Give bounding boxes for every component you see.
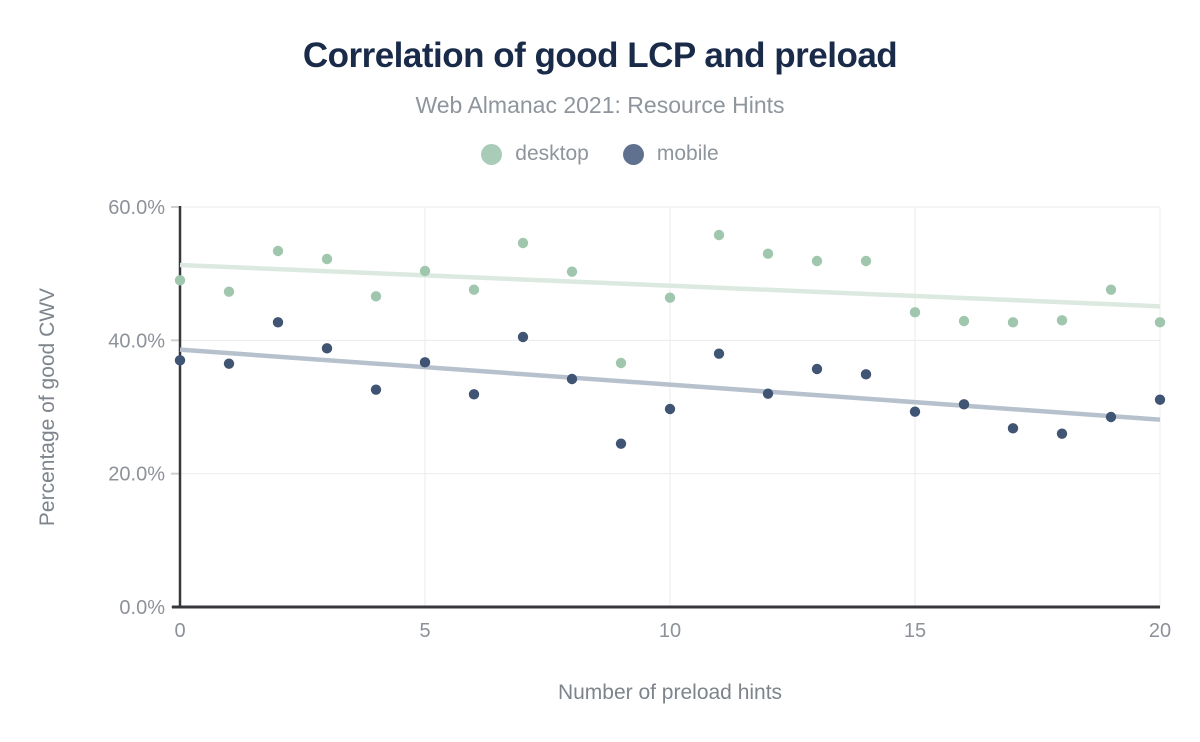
scatter-point-mobile[interactable] bbox=[1056, 428, 1068, 439]
scatter-point-mobile[interactable] bbox=[370, 384, 382, 395]
scatter-point-mobile[interactable] bbox=[174, 355, 186, 366]
scatter-point-mobile[interactable] bbox=[811, 363, 823, 375]
scatter-point-mobile[interactable] bbox=[419, 357, 431, 368]
legend-label-desktop: desktop bbox=[515, 142, 589, 165]
y-tick-label: 60.0% bbox=[108, 197, 165, 219]
x-tick-label: 0 bbox=[174, 620, 185, 642]
scatter-point-desktop[interactable] bbox=[713, 229, 725, 241]
y-tick-label: 0.0% bbox=[119, 597, 165, 619]
legend-item-desktop: desktop bbox=[481, 142, 589, 166]
scatter-point-desktop[interactable] bbox=[811, 255, 823, 267]
scatter-point-desktop[interactable] bbox=[370, 291, 382, 302]
scatter-point-mobile[interactable] bbox=[615, 438, 627, 449]
scatter-point-desktop[interactable] bbox=[517, 237, 529, 249]
page-title: Correlation of good LCP and preload bbox=[302, 36, 898, 75]
legend-label-mobile: mobile bbox=[656, 142, 719, 165]
scatter-point-desktop[interactable] bbox=[860, 255, 872, 267]
x-axis-title: Number of preload hints bbox=[557, 681, 783, 704]
scatter-point-mobile[interactable] bbox=[909, 406, 921, 417]
y-tick-label: 40.0% bbox=[108, 330, 165, 352]
scatter-point-desktop[interactable] bbox=[223, 286, 235, 297]
scatter-point-desktop[interactable] bbox=[1154, 317, 1166, 328]
scatter-point-mobile[interactable] bbox=[517, 331, 529, 343]
scatter-point-desktop[interactable] bbox=[174, 275, 186, 286]
scatter-point-mobile[interactable] bbox=[664, 403, 676, 415]
x-tick-label: 20 bbox=[1149, 620, 1171, 642]
x-tick-label: 15 bbox=[904, 620, 926, 642]
scatter-point-mobile[interactable] bbox=[860, 369, 872, 380]
scatter-point-mobile[interactable] bbox=[321, 343, 333, 354]
scatter-point-mobile[interactable] bbox=[1154, 394, 1166, 405]
y-axis-title-wrap: Percentage of good CWV bbox=[26, 207, 70, 607]
scatter-point-desktop[interactable] bbox=[615, 357, 627, 369]
scatter-point-mobile[interactable] bbox=[566, 373, 578, 385]
scatter-point-desktop[interactable] bbox=[566, 266, 578, 277]
scatter-point-desktop[interactable] bbox=[909, 307, 921, 318]
chart-legend: desktop mobile bbox=[0, 142, 1200, 166]
trendline-desktop bbox=[179, 262, 1161, 309]
scatter-point-mobile[interactable] bbox=[762, 388, 774, 399]
scatter-point-desktop[interactable] bbox=[1056, 315, 1068, 326]
chart-subtitle: Web Almanac 2021: Resource Hints bbox=[415, 92, 785, 118]
scatter-point-desktop[interactable] bbox=[1007, 317, 1019, 328]
scatter-point-desktop[interactable] bbox=[419, 265, 431, 277]
scatter-point-mobile[interactable] bbox=[468, 389, 480, 400]
scatter-point-desktop[interactable] bbox=[272, 245, 284, 257]
x-tick-label: 5 bbox=[419, 620, 430, 642]
y-tick-label: 20.0% bbox=[108, 464, 165, 486]
scatter-point-mobile[interactable] bbox=[713, 348, 725, 359]
scatter-point-desktop[interactable] bbox=[958, 315, 970, 327]
x-tick-label: 10 bbox=[659, 620, 681, 642]
scatter-point-mobile[interactable] bbox=[223, 358, 235, 369]
trendline-mobile bbox=[179, 347, 1161, 422]
scatter-point-mobile[interactable] bbox=[1105, 411, 1117, 423]
scatter-point-mobile[interactable] bbox=[958, 399, 970, 410]
y-axis-title: Percentage of good CWV bbox=[36, 287, 60, 527]
legend-item-mobile: mobile bbox=[622, 142, 719, 166]
scatter-point-mobile[interactable] bbox=[1007, 423, 1019, 434]
scatter-point-desktop[interactable] bbox=[468, 284, 480, 295]
scatter-point-desktop[interactable] bbox=[321, 253, 333, 265]
legend-swatch-mobile-icon bbox=[622, 143, 644, 165]
scatter-point-desktop[interactable] bbox=[762, 248, 774, 259]
scatter-point-desktop[interactable] bbox=[664, 292, 676, 303]
legend-swatch-desktop-icon bbox=[481, 143, 503, 165]
scatter-point-desktop[interactable] bbox=[1105, 284, 1117, 295]
scatter-point-mobile[interactable] bbox=[272, 317, 284, 328]
